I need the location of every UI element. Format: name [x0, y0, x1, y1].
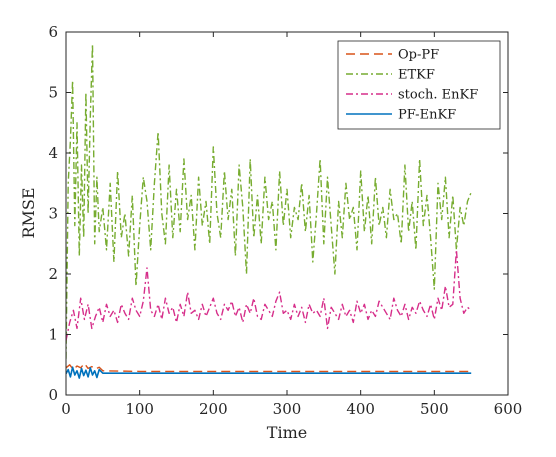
x-tick-label: 500: [420, 400, 449, 418]
series-line-op-pf: [66, 362, 472, 373]
y-axis-label: RMSE: [19, 187, 38, 238]
y-axis: 0 1 2 3 4 5 6: [48, 23, 508, 404]
series-line-pf-enkf: [66, 366, 472, 379]
y-tick-label: 5: [48, 84, 58, 102]
y-tick-label: 1: [48, 326, 58, 344]
series-line-stoch-enkf: [66, 249, 472, 341]
y-tick-label: 4: [48, 144, 58, 162]
legend: Op-PF ETKF stoch. EnKF PF-EnKF: [337, 40, 501, 130]
legend-label-stoch-enkf: stoch. EnKF: [398, 88, 478, 103]
x-axis: 0 100 200 300 400 500 600: [61, 32, 522, 418]
x-tick-label: 300: [273, 400, 302, 418]
x-tick-label: 400: [346, 400, 375, 418]
y-tick-label: 6: [48, 23, 58, 41]
x-tick-label: 100: [125, 400, 154, 418]
legend-label-op-pf: Op-PF: [398, 48, 439, 63]
series-line-etkf: [66, 43, 472, 359]
x-tick-label: 0: [61, 400, 71, 418]
y-tick-label: 3: [48, 205, 58, 223]
legend-label-etkf: ETKF: [398, 68, 435, 83]
series-layer: [66, 43, 472, 379]
x-tick-label: 600: [494, 400, 523, 418]
legend-label-pf-enkf: PF-EnKF: [398, 108, 456, 123]
y-tick-label: 2: [48, 265, 58, 283]
x-axis-label: Time: [267, 423, 307, 442]
x-tick-label: 200: [199, 400, 228, 418]
y-tick-label: 0: [48, 386, 58, 404]
